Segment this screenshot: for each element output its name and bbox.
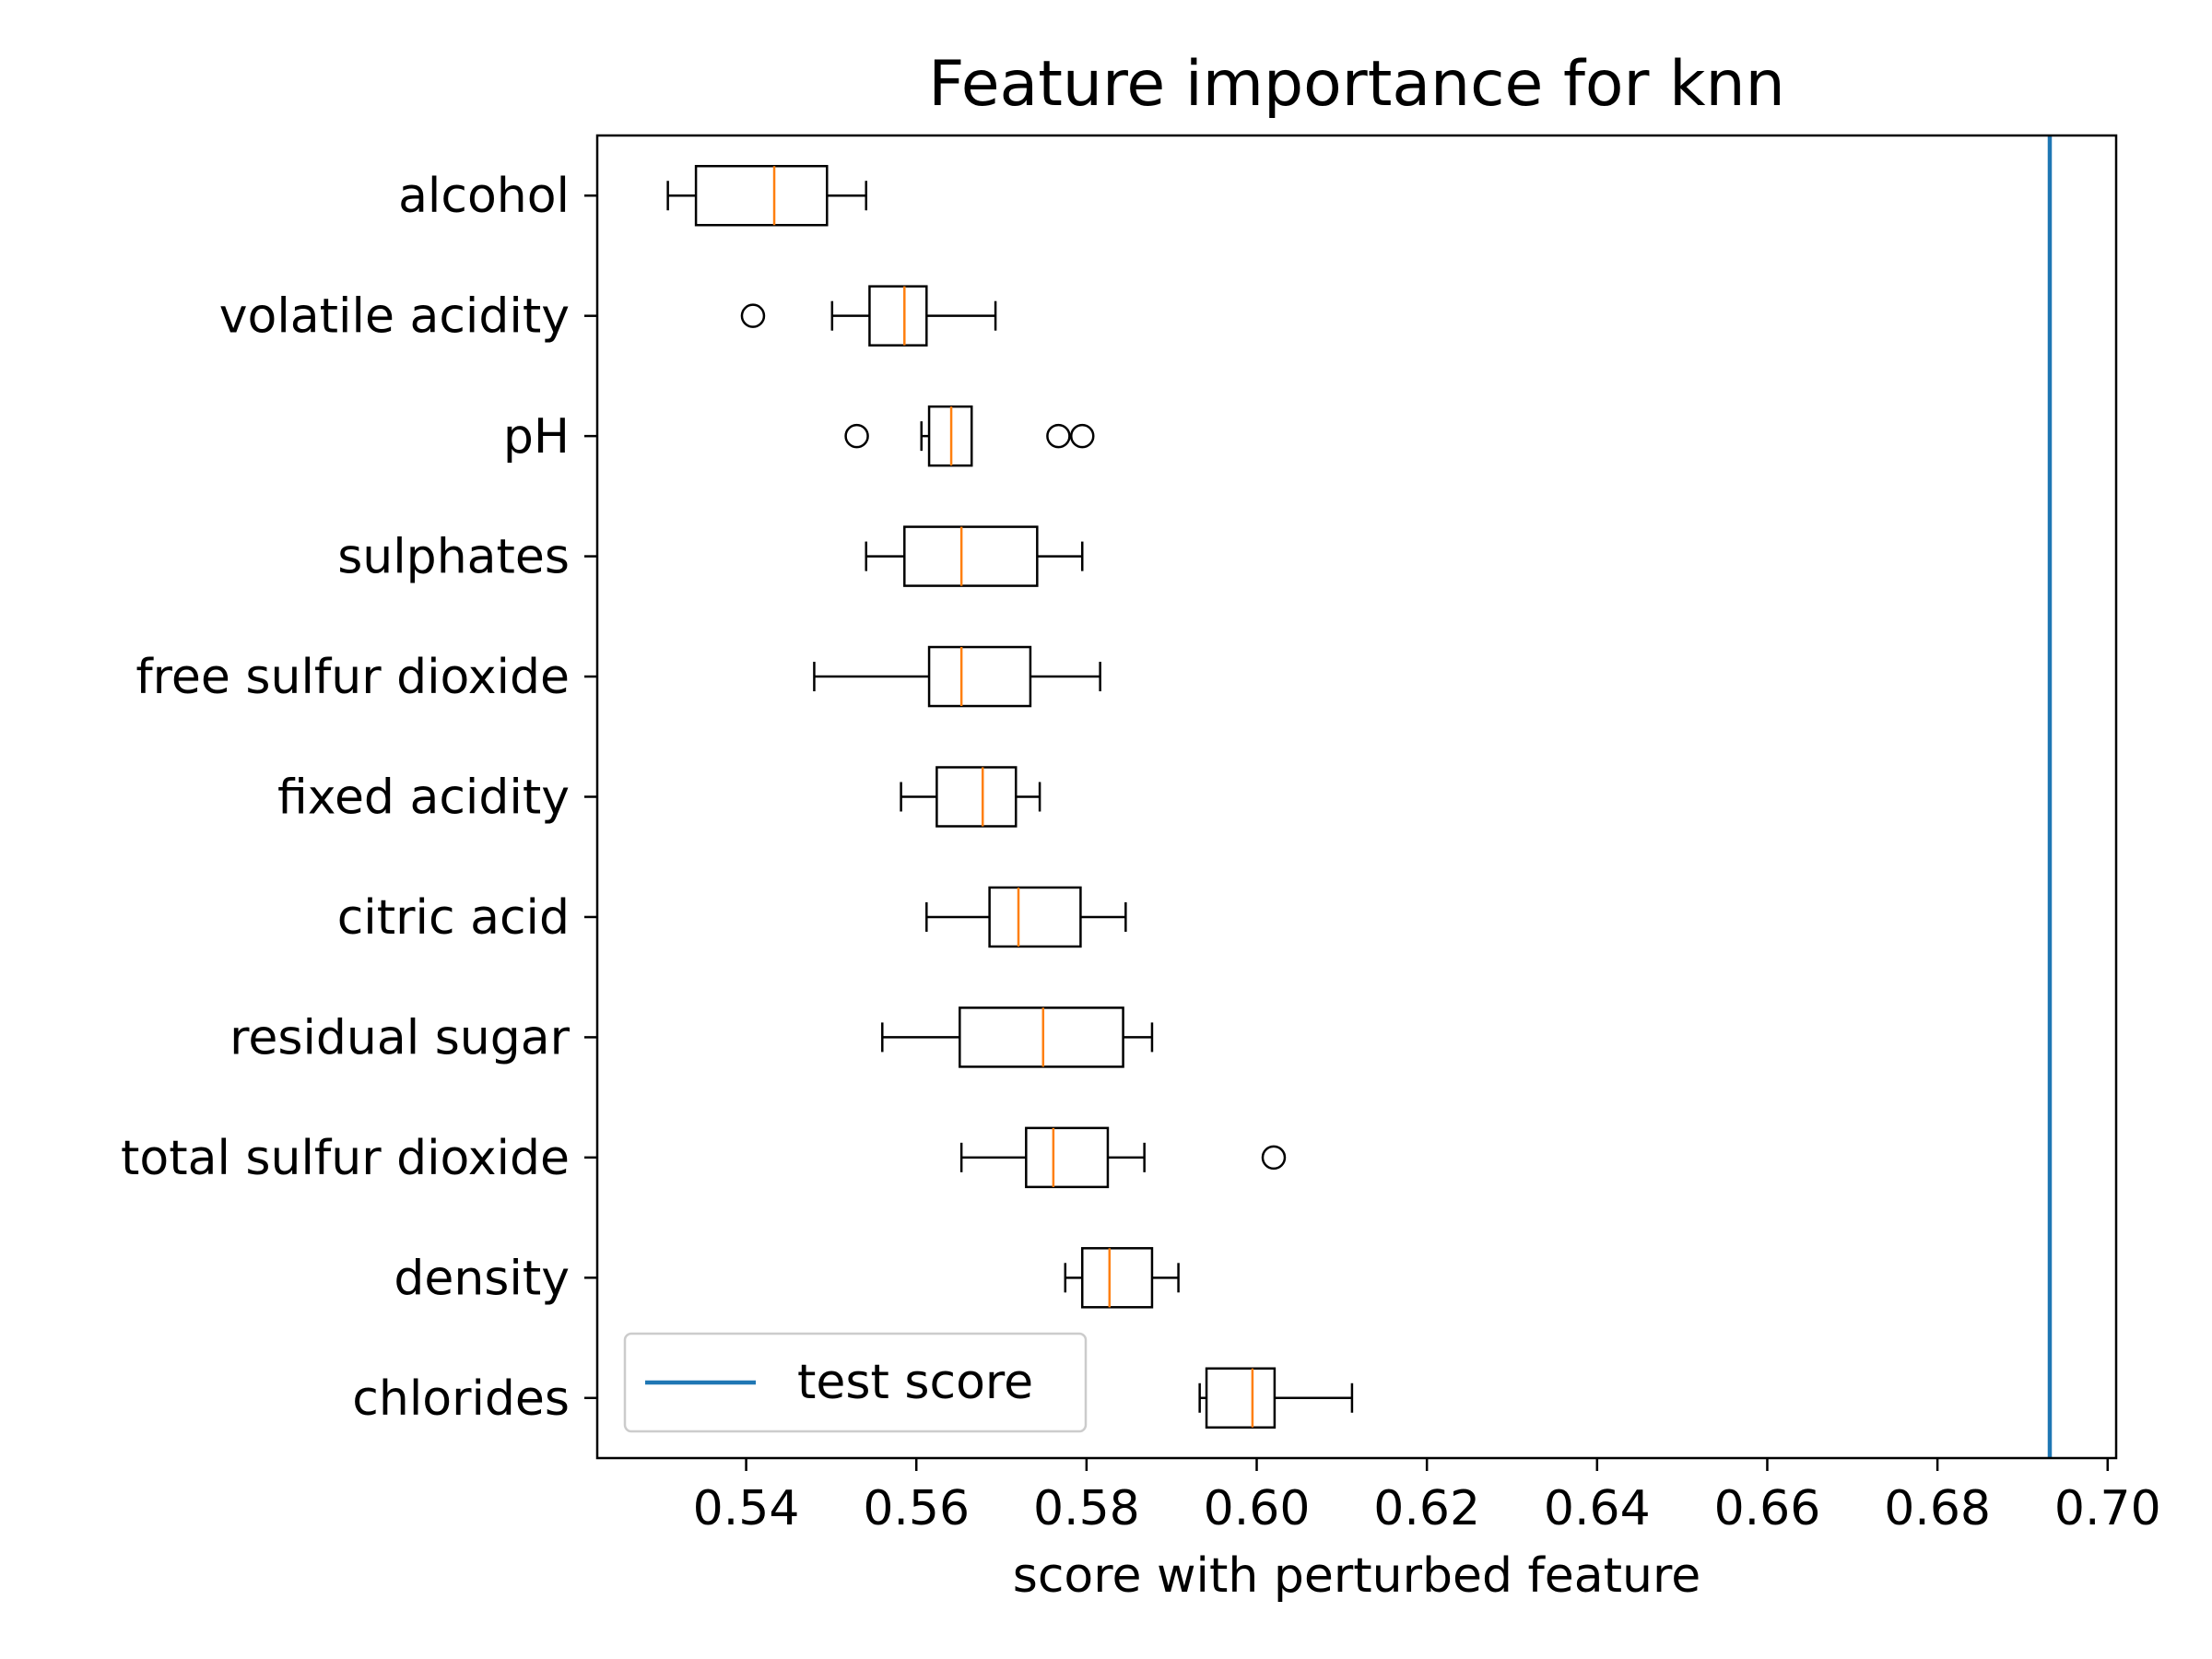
y-tick-label: density [394,1251,570,1306]
x-axis-label: score with perturbed feature [1013,1548,1700,1604]
y-tick-label: total sulfur dioxide [121,1131,570,1186]
box-chlorides [1198,1367,1354,1430]
plot-area [666,135,2053,1458]
box-free-sulfur-dioxide [813,645,1101,708]
y-tick-label: residual sugar [229,1010,570,1065]
x-tick-label: 0.54 [693,1481,800,1536]
outlier-point [1046,423,1071,449]
box-iqr [935,766,1018,828]
x-tick-label: 0.58 [1033,1481,1140,1536]
legend: test score [623,1332,1088,1433]
x-tick-label: 0.60 [1204,1481,1311,1536]
box-iqr [903,525,1039,587]
x-tick-label: 0.56 [863,1481,970,1536]
y-tick-label: pH [503,409,570,465]
x-tick-label: 0.70 [2054,1481,2161,1536]
box-total-sulfur-dioxide [959,1126,1287,1189]
box-citric-acid [925,886,1127,948]
box-iqr [868,285,928,347]
box-iqr [1025,1126,1110,1189]
y-tick-label: alcohol [398,169,570,224]
y-tick-label: volatile acidity [219,289,570,345]
legend-frame [623,1332,1088,1433]
x-axis: 0.54 0.56 0.58 0.60 0.62 0.64 0.66 0.68 0.70 [693,1458,2161,1536]
y-axis: alcohol volatile acidity pH sulphates free s… [121,169,597,1427]
box-iqr [1205,1367,1277,1430]
y-tick-label: free sulfur dioxide [135,650,570,705]
x-tick-label: 0.64 [1544,1481,1651,1536]
box-volatile-acidity [740,285,997,347]
box-iqr [927,645,1032,708]
box-ph [844,405,1095,467]
plot-frame [595,134,2118,1460]
x-tick-label: 0.68 [1884,1481,1991,1536]
box-sulphates [865,525,1084,587]
y-tick-label: fixed acidity [277,771,570,826]
box-residual-sugar [881,1006,1154,1068]
legend-label: test score [797,1355,1033,1410]
box-iqr [1081,1247,1154,1309]
chart-title: Feature importance for knn [928,48,1784,121]
outlier-point [1070,423,1095,449]
box-iqr [988,886,1082,948]
box-fixed-acidity [900,766,1041,828]
outlier-point [1261,1145,1287,1171]
y-tick-label: sulphates [337,530,570,585]
box-density [1064,1247,1180,1309]
x-tick-label: 0.62 [1373,1481,1480,1536]
box-iqr [694,164,829,227]
outlier-point [740,303,766,328]
y-tick-label: citric acid [337,890,570,946]
x-tick-label: 0.66 [1714,1481,1821,1536]
outlier-point [844,423,869,449]
y-tick-label: chlorides [352,1371,570,1427]
box-iqr [959,1006,1124,1068]
box-alcohol [666,164,867,227]
